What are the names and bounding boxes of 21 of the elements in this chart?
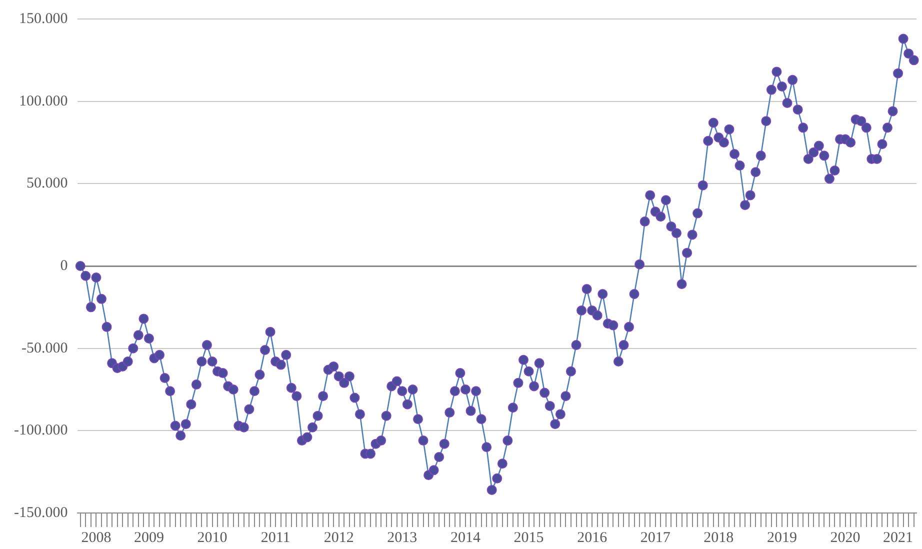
x-tick-label: 2021	[883, 530, 914, 546]
x-tick-label: 2016	[577, 530, 608, 546]
x-tick-label: 2020	[830, 530, 860, 546]
x-tick-label: 2017	[640, 530, 671, 546]
x-tick-label: 2013	[387, 530, 418, 546]
y-tick-label: -50.000	[21, 340, 68, 356]
x-tick-label: 2010	[197, 530, 228, 546]
y-tick-label: 50.000	[26, 176, 68, 192]
x-tick-label: 2008	[81, 530, 112, 546]
y-tick-label: 100.000	[18, 93, 68, 110]
x-tick-label: 2019	[766, 530, 797, 546]
x-tick-label: 2009	[134, 530, 164, 546]
y-tick-label: 0	[60, 258, 68, 274]
x-tick-label: 2018	[704, 530, 734, 546]
y-tick-label: -100.000	[14, 422, 68, 439]
y-tick-label: -150.000	[14, 504, 68, 521]
x-tick-label: 2012	[324, 530, 354, 546]
x-tick-label: 2014	[450, 530, 481, 546]
x-tick-label: 2015	[514, 530, 544, 546]
y-tick-label: 150.000	[18, 10, 68, 27]
x-tick-label: 2011	[260, 530, 290, 546]
